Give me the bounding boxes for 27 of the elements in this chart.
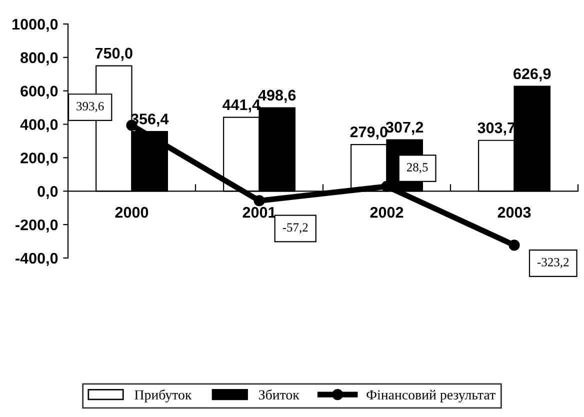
point: [254, 195, 265, 206]
x-tick-label: 2001: [242, 206, 276, 218]
legend-label: Збиток: [259, 389, 300, 400]
y-tick-label: -200,0: [16, 219, 58, 232]
y-tick-label: -400,0: [16, 252, 58, 266]
x-tick-label: 2000: [115, 206, 148, 218]
data-label: -323,2: [537, 258, 569, 268]
data-label: 750,0: [95, 48, 132, 61]
data-label: 626,9: [514, 68, 551, 82]
data-label: 393,6: [76, 102, 104, 112]
point: [508, 240, 520, 251]
y-tick-label: 800,0: [20, 52, 58, 66]
y-tick-label: 1000,0: [12, 18, 58, 32]
data-label: -57,2: [282, 223, 308, 234]
y-tick-label: 0,0: [38, 186, 58, 200]
y-tick-label: 400,0: [20, 119, 58, 132]
legend-label: Фінансовий результат: [366, 390, 496, 402]
data-label: 279,0: [350, 126, 388, 140]
legend-label: Прибуток: [134, 389, 192, 402]
x-tick-label: 2002: [370, 206, 404, 218]
data-label: 441,4: [222, 100, 260, 112]
y-tick-label: 200,0: [20, 152, 58, 166]
data-label: 498,6: [258, 90, 296, 103]
data-label: 307,2: [386, 122, 424, 135]
data-label: 28,5: [406, 163, 428, 174]
x-tick-label: 2003: [498, 206, 531, 218]
y-tick-label: 600,0: [20, 86, 58, 99]
